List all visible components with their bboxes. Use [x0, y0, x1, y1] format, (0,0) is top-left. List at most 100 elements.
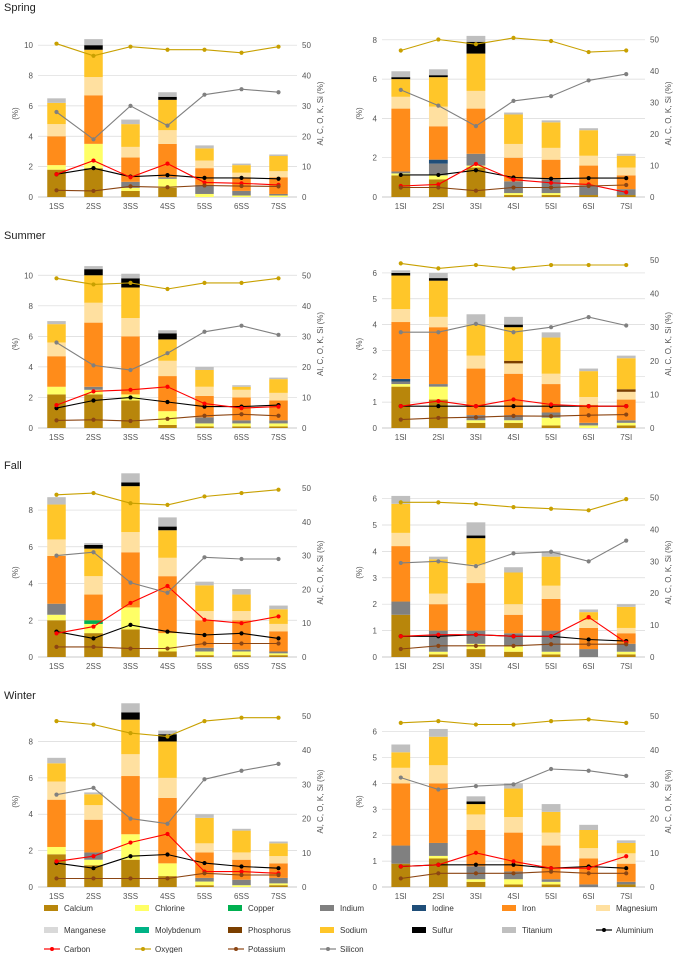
- data-point-potassium: [586, 642, 591, 647]
- y2-tick-label: 30: [650, 557, 659, 566]
- bar-segment-titanium: [158, 330, 177, 334]
- bar-segment-chlorine: [121, 607, 140, 630]
- data-point-carbon: [54, 859, 59, 864]
- bar-segment-titanium: [232, 589, 251, 595]
- x-tick-label: 3SS: [123, 662, 138, 671]
- legend-label: Phosphorus: [248, 926, 291, 935]
- legend-swatch: [44, 927, 58, 933]
- data-point-carbon: [276, 404, 281, 409]
- season-label: Summer: [4, 230, 46, 242]
- data-point-carbon: [624, 404, 629, 409]
- data-point-carbon: [128, 387, 133, 392]
- legend-label: Silicon: [340, 945, 364, 953]
- y2-tick-label: 10: [302, 163, 311, 172]
- bar-segment-chlorine: [47, 846, 66, 855]
- bar-segment-magnesium: [47, 124, 66, 137]
- legend-label: Indium: [340, 904, 364, 913]
- data-point-aluminium: [165, 629, 170, 634]
- y2-tick-label: 20: [302, 815, 311, 824]
- data-point-aluminium: [202, 860, 207, 866]
- data-point-carbon: [128, 600, 133, 606]
- y-tick-label: 8: [29, 737, 34, 746]
- data-point-aluminium: [202, 632, 207, 638]
- bar-segment-sulfur: [158, 333, 177, 340]
- legend-swatch: [135, 905, 149, 911]
- bar-segment-indium: [541, 630, 561, 652]
- data-point-silicon: [511, 330, 516, 335]
- bar-segment-titanium: [579, 609, 599, 613]
- x-tick-label: 6SI: [583, 662, 595, 671]
- y-tick-label: 0: [29, 424, 34, 433]
- data-point-potassium: [91, 188, 96, 194]
- x-tick-label: 4SI: [507, 662, 519, 671]
- data-point-potassium: [548, 869, 554, 874]
- x-tick-label: 6SI: [583, 892, 595, 901]
- bar-segment-chlorine: [428, 175, 448, 180]
- data-point-oxygen: [436, 266, 441, 271]
- data-point-oxygen: [54, 41, 59, 46]
- data-point-carbon: [586, 615, 591, 620]
- data-point-carbon: [436, 632, 441, 637]
- data-point-carbon: [548, 180, 554, 185]
- bar-segment-titanium: [195, 145, 214, 149]
- bar-segment-titanium: [579, 368, 599, 372]
- data-point-oxygen: [165, 734, 170, 739]
- bar-segment-titanium: [466, 314, 486, 325]
- data-point-carbon: [511, 177, 516, 182]
- y-tick-label: 8: [29, 506, 34, 515]
- bar-segment-chlorine: [466, 420, 486, 423]
- y-tick-label: 0: [29, 883, 34, 892]
- y2-tick-label: 30: [650, 98, 659, 107]
- data-point-silicon: [511, 782, 516, 787]
- data-point-oxygen: [511, 505, 516, 510]
- data-point-potassium: [586, 413, 591, 418]
- bar-segment-indium: [195, 877, 214, 882]
- bar-segment-indium: [158, 177, 177, 179]
- bar-segment-sodium: [232, 386, 251, 390]
- data-point-oxygen: [202, 494, 207, 499]
- y-tick-label: 3: [373, 805, 378, 814]
- bar-segment-iron: [504, 373, 523, 416]
- bar-segment-sulfur: [391, 272, 411, 276]
- data-point-potassium: [54, 188, 59, 193]
- y-tick-label: 3: [373, 346, 378, 355]
- data-point-carbon: [54, 402, 59, 408]
- x-tick-label: 3SS: [123, 202, 138, 211]
- legend-swatch: [502, 927, 516, 933]
- data-point-oxygen: [548, 506, 554, 511]
- bar-segment-magnesium: [616, 853, 636, 864]
- y-tick-label: 4: [373, 547, 378, 556]
- bar-segment-titanium: [84, 543, 103, 545]
- y-tick-label: 4: [373, 114, 378, 123]
- bar-segment-magnesium: [541, 373, 561, 385]
- bar-segment-calcium: [232, 426, 251, 428]
- data-point-aluminium: [91, 166, 96, 171]
- data-point-oxygen: [511, 266, 516, 271]
- bar-segment-iron: [47, 799, 66, 847]
- season-label: Fall: [4, 460, 22, 472]
- x-tick-label: 7SI: [620, 892, 632, 901]
- data-point-oxygen: [165, 47, 170, 52]
- bar-segment-iron: [616, 175, 636, 190]
- x-tick-label: 4SS: [160, 433, 175, 442]
- y2-tick-label: 0: [302, 653, 307, 662]
- y2-axis-label: Al, C, O, K, Si (%): [664, 769, 673, 833]
- data-point-carbon: [548, 402, 554, 407]
- data-point-silicon: [548, 325, 554, 330]
- bar-segment-chlorine: [47, 386, 66, 395]
- x-tick-label: 2SS: [86, 662, 101, 671]
- x-tick-label: 6SS: [234, 662, 249, 671]
- legend: Calcium Chlorine Copper Indium Iodine Iron Mag…: [44, 904, 658, 953]
- bar-segment-iron: [84, 322, 103, 387]
- x-tick-label: 3SI: [470, 662, 482, 671]
- bar-segment-sodium: [47, 763, 66, 782]
- bar-segment-magnesium: [616, 167, 636, 176]
- bar-segment-iron: [616, 633, 636, 644]
- chart-panel: 0 1 2 3 4 5 6 0 10 20 30 40 50 (%) Al, C, O, K, Si (%)…: [355, 712, 673, 901]
- x-tick-label: 7SS: [271, 202, 286, 211]
- data-point-silicon: [473, 124, 479, 129]
- data-point-oxygen: [276, 276, 281, 281]
- data-point-potassium: [165, 876, 170, 881]
- bar-segment-titanium: [47, 98, 66, 103]
- bar-segment-chlorine: [466, 879, 486, 882]
